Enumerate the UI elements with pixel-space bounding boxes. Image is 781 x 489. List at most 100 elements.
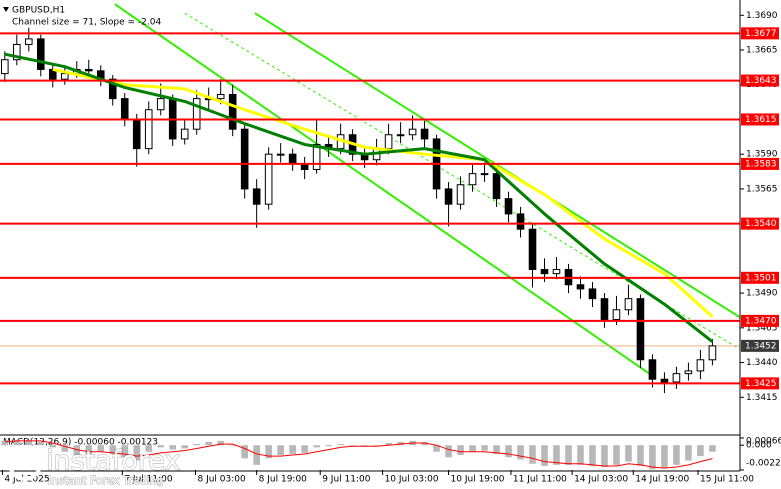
macd-histogram-bar — [661, 445, 668, 469]
y-tick-label: 1.3465 — [746, 323, 778, 333]
candle-body — [108, 78, 117, 100]
candle-body — [696, 359, 705, 372]
level-label-box — [741, 27, 779, 40]
macd-histogram-bar — [169, 445, 177, 450]
macd-histogram-bar — [361, 445, 368, 447]
macd-histogram-bar — [13, 439, 21, 446]
candle-body — [384, 134, 393, 150]
macd-histogram-bar — [649, 445, 656, 470]
macd-histogram-bar — [157, 445, 165, 448]
macd-histogram-bar — [493, 445, 500, 454]
current-price-label: 1.3452 — [745, 341, 777, 351]
candle-body — [228, 93, 237, 130]
candle-body — [612, 309, 621, 320]
candle-body — [156, 98, 165, 111]
candle-body — [444, 188, 453, 205]
macd-y-tick-label: 0.00066 — [746, 437, 781, 447]
x-tick-label: 7 Jul 11:00 — [124, 475, 173, 485]
watermark-logo — [8, 447, 42, 481]
x-tick-label: 14 Jul 03:00 — [574, 475, 628, 485]
macd-histogram-bar — [685, 445, 692, 461]
candle-body — [396, 134, 405, 137]
macd-histogram-bar — [469, 445, 476, 452]
candle-body — [504, 198, 513, 215]
macd-histogram-bar — [205, 441, 212, 446]
macd-histogram-bar — [457, 445, 464, 456]
macd-histogram-bar — [445, 445, 452, 458]
watermark-brand: instaforex — [46, 446, 180, 477]
level-label-box — [741, 377, 779, 390]
candle-body — [660, 378, 669, 383]
macd-histogram-bar — [589, 445, 596, 466]
moving-average — [4, 52, 714, 343]
candle-body — [540, 268, 549, 275]
candle-body — [648, 359, 657, 380]
candle-body — [0, 59, 9, 75]
macd-histogram-bar — [265, 445, 272, 459]
macd-histogram-bar — [349, 445, 356, 446]
y-tick-label: 1.3490 — [746, 289, 778, 299]
level-label: 1.3470 — [745, 316, 777, 326]
candle-body — [120, 98, 129, 120]
macd-histogram-bar — [37, 441, 45, 446]
candle-body — [408, 128, 417, 136]
level-label-box — [741, 157, 779, 170]
macd-label: MACD(12,26,9) -0.00060 -0.00123 — [3, 438, 158, 448]
level-label-box — [741, 217, 779, 230]
macd-histogram-bar — [373, 445, 380, 446]
y-tick-label: 1.3565 — [746, 184, 778, 194]
axes: 1.36901.36651.36401.35901.35651.34901.34… — [1, 11, 781, 485]
candle-body — [12, 43, 21, 61]
candle-body — [588, 288, 597, 300]
macd-histogram-bar — [397, 441, 404, 446]
candle-body — [312, 143, 321, 170]
x-tick-label: 9 Jul 11:00 — [322, 475, 371, 485]
macd-histogram-bar — [541, 445, 548, 466]
candle-body — [132, 118, 141, 150]
candle-body — [144, 109, 153, 150]
x-tick-label: 11 Jul 11:00 — [513, 475, 567, 485]
macd-histogram-bar — [385, 443, 392, 446]
macd-histogram-bar — [61, 445, 69, 452]
candle-body — [252, 188, 261, 205]
watermark: instaforex Instant Forex Trading — [8, 445, 181, 488]
macd-histogram-bar — [325, 445, 332, 447]
macd-y-tick-label: 0.000 — [746, 441, 772, 451]
macd-histogram-bar — [697, 445, 704, 457]
menu-arrow — [3, 7, 9, 12]
x-tick-label: 14 Jul 19:00 — [635, 475, 689, 485]
candle-body — [288, 153, 297, 165]
level-label: 1.3677 — [745, 29, 777, 39]
macd-histogram-bar — [577, 445, 584, 465]
macd-histogram-bar — [505, 445, 512, 458]
level-label-box — [741, 113, 779, 126]
macd-histogram-bar — [529, 445, 536, 464]
level-label-box — [741, 271, 779, 284]
candle-body — [576, 284, 585, 290]
macd-histogram-bar — [553, 445, 560, 465]
channel-line — [114, 3, 656, 379]
macd-histogram-bar — [637, 445, 644, 466]
y-tick-label: 1.3440 — [746, 358, 778, 368]
watermark-tagline: Instant Forex Trading — [48, 474, 164, 487]
macd-histogram-bar — [25, 439, 33, 446]
y-tick-label: 1.3665 — [746, 46, 778, 56]
macd-histogram-bar — [337, 444, 344, 446]
candle-body — [276, 153, 285, 156]
macd-histogram-bar — [433, 445, 440, 452]
level-label: 1.3501 — [745, 273, 777, 283]
macd-histogram-bar — [181, 445, 188, 449]
macd-histogram-bar — [613, 445, 620, 465]
candle-body — [552, 268, 561, 275]
macd-y-tick-label: -0.00227 — [746, 459, 781, 469]
macd-histogram-bar — [133, 445, 141, 461]
y-tick-label: 1.3415 — [746, 393, 778, 403]
candle-body — [516, 213, 525, 230]
macd-histogram-bar — [481, 445, 488, 451]
macd-histogram-bar — [277, 445, 284, 456]
candle-body — [600, 298, 609, 320]
candle-body — [36, 38, 45, 70]
macd-histogram-bar — [253, 445, 260, 465]
